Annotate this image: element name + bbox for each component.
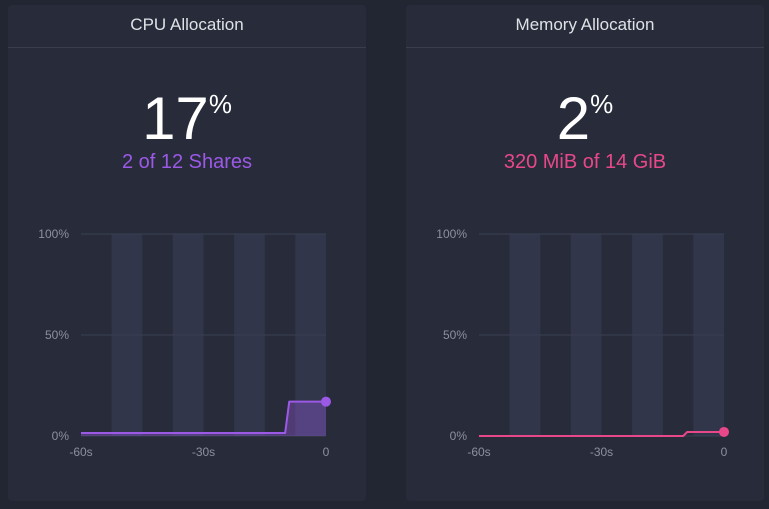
memory-percent-value: 2 [556, 85, 591, 152]
cpu-latest-point [321, 396, 331, 407]
cpu-percent-sign: % [208, 89, 232, 119]
memory-panel-title: Memory Allocation [406, 5, 764, 48]
cpu-series-line [81, 400, 326, 434]
cpu-panel-title: CPU Allocation [8, 5, 366, 48]
cpu-series-area [81, 401, 326, 436]
cpu-percentage: 17% [8, 89, 366, 149]
memory-series-line [479, 430, 724, 437]
memory-percentage: 2% [406, 89, 764, 149]
memory-percent-sign: % [590, 89, 614, 119]
memory-latest-point [719, 426, 729, 437]
cpu-usage-chart: 100% 50% 0% -60s -30s 0 [38, 227, 331, 459]
cpu-x-tick-label: 0 [323, 445, 330, 459]
memory-y-tick-label: 100% [436, 227, 467, 241]
memory-usage-detail: 320 MiB of 14 GiB [503, 151, 667, 173]
cpu-shares-detail: 2 of 12 Shares [121, 151, 253, 173]
cpu-percent-value: 17 [142, 85, 209, 152]
memory-y-tick-label: 0% [450, 429, 468, 443]
memory-x-tick-label: 0 [721, 445, 728, 459]
memory-usage-chart: 100% 50% 0% -60s -30s 0 [436, 227, 729, 459]
memory-y-tick-label: 50% [443, 328, 467, 342]
memory-allocation-panel: Memory Allocation 2% 320 MiB of 14 GiB 1… [406, 5, 764, 501]
cpu-y-tick-label: 0% [52, 429, 70, 443]
cpu-allocation-panel: CPU Allocation 17% 2 of 12 Shares 100% 50… [8, 5, 366, 501]
cpu-x-tick-label: -60s [69, 445, 92, 459]
cpu-y-tick-label: 50% [45, 328, 69, 342]
memory-x-tick-label: -60s [467, 445, 490, 459]
cpu-y-tick-label: 100% [38, 227, 69, 241]
memory-x-tick-label: -30s [590, 445, 613, 459]
cpu-x-tick-label: -30s [192, 445, 215, 459]
